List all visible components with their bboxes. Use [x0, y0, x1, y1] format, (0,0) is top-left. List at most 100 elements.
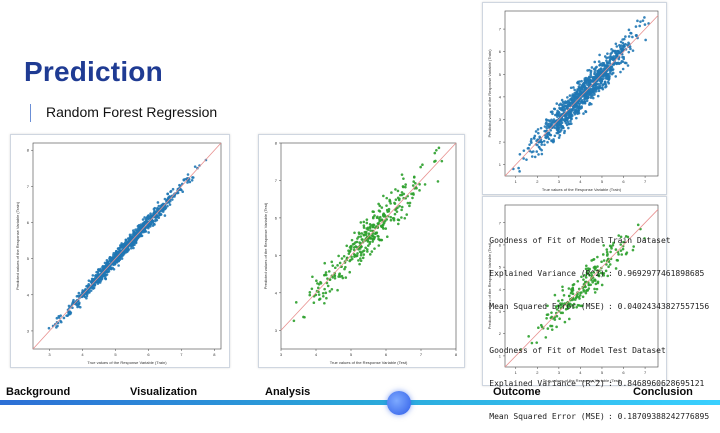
test-r2-value: : 0.8468960628695121: [608, 379, 705, 388]
data-point: [588, 81, 592, 84]
data-point: [609, 52, 612, 56]
data-point: [410, 192, 413, 196]
data-point: [563, 119, 567, 123]
data-point: [338, 272, 341, 275]
data-point: [624, 61, 628, 65]
data-point: [643, 16, 646, 19]
data-point: [131, 233, 134, 236]
data-point: [366, 244, 370, 247]
data-point: [349, 258, 352, 262]
data-point: [614, 75, 618, 78]
data-point: [621, 38, 624, 41]
nav-item-analysis[interactable]: Analysis: [265, 386, 311, 398]
data-point: [374, 231, 378, 235]
data-point: [326, 284, 330, 288]
data-point: [121, 244, 125, 248]
data-point: [292, 319, 296, 323]
data-point: [567, 126, 570, 130]
data-point: [570, 289, 574, 293]
data-point: [619, 48, 623, 51]
data-point: [562, 294, 566, 297]
data-point: [389, 218, 393, 222]
nav-item-conclusion[interactable]: Conclusion: [633, 386, 693, 398]
data-point: [336, 288, 339, 292]
train-header-left: Goodness of Fit of Model: [489, 236, 605, 245]
data-point: [134, 236, 138, 240]
data-point: [563, 320, 567, 324]
data-point: [587, 75, 591, 79]
test-header-row: Goodness of Fit of Model Test Dataset: [470, 334, 720, 367]
data-point: [356, 237, 359, 240]
data-point: [634, 25, 638, 28]
x-tick-label: 6: [622, 370, 625, 375]
nav-item-outcome[interactable]: Outcome: [493, 386, 541, 398]
y-tick-label: 7: [27, 184, 30, 189]
data-point: [107, 261, 110, 264]
data-point: [328, 290, 332, 293]
data-point: [546, 327, 550, 330]
test-mse-label: Mean Squared Error (MSE): [489, 412, 605, 421]
data-point: [112, 267, 116, 271]
data-point: [561, 100, 565, 104]
data-point: [161, 202, 165, 206]
data-point: [385, 235, 389, 239]
data-point: [116, 258, 120, 261]
data-point: [582, 278, 585, 281]
data-point: [564, 121, 568, 125]
data-point: [385, 204, 388, 207]
train-mse-row: Mean Squared Error (MSE): 0.040243438275…: [470, 290, 720, 323]
x-tick-label: 3: [558, 370, 561, 375]
data-point: [617, 51, 621, 54]
data-point: [579, 93, 582, 96]
data-point: [590, 274, 594, 277]
data-point: [412, 180, 415, 183]
data-point: [540, 152, 544, 156]
data-point: [615, 258, 619, 262]
scatter-chart-test: 3 4 5 6 7 8 3 4 5 6 7 8 True values of the Response …: [263, 141, 458, 366]
data-point: [560, 121, 564, 125]
identity-line: [504, 209, 659, 368]
current-section-indicator: [387, 391, 411, 415]
nav-item-visualization[interactable]: Visualization: [130, 386, 198, 398]
data-point: [572, 104, 576, 107]
y-tick-label: 7: [499, 220, 502, 225]
data-point: [606, 52, 609, 55]
scatter-chart-train: 3 4 5 6 7 8 3 4 5 6 7 8 True values of the Response …: [15, 142, 222, 365]
data-point: [317, 293, 321, 296]
data-point: [163, 197, 167, 201]
x-axis-label: True values of the Response Variable (Tr…: [542, 187, 622, 192]
data-point: [597, 272, 600, 276]
x-tick-label: 8: [455, 352, 458, 357]
data-point: [584, 276, 588, 279]
data-point: [153, 209, 156, 213]
data-point: [123, 246, 127, 249]
data-point: [556, 113, 560, 117]
data-point: [583, 98, 586, 101]
train-header-right: Train Dataset: [608, 236, 671, 245]
data-point: [359, 259, 363, 263]
data-point: [556, 128, 560, 131]
data-point: [400, 205, 404, 209]
data-point: [624, 35, 627, 38]
nav-item-background[interactable]: Background: [6, 386, 71, 398]
data-point: [609, 250, 612, 254]
data-point: [324, 273, 328, 277]
data-point: [62, 316, 66, 320]
data-point: [418, 182, 421, 186]
data-point: [109, 266, 112, 269]
data-point: [319, 281, 323, 285]
data-point: [575, 96, 578, 99]
data-point: [551, 112, 554, 116]
data-point: [377, 209, 381, 212]
data-point: [579, 101, 583, 104]
train-mse-value: : 0.04024343827557156: [608, 302, 710, 311]
x-tick-label: 7: [180, 352, 183, 357]
plot-frame: [504, 10, 659, 177]
data-point: [614, 248, 618, 251]
y-tick-label: 4: [27, 292, 30, 297]
data-point: [408, 204, 411, 208]
data-point: [555, 308, 559, 311]
data-point: [577, 295, 581, 299]
data-point: [545, 136, 548, 140]
data-point: [323, 273, 326, 277]
